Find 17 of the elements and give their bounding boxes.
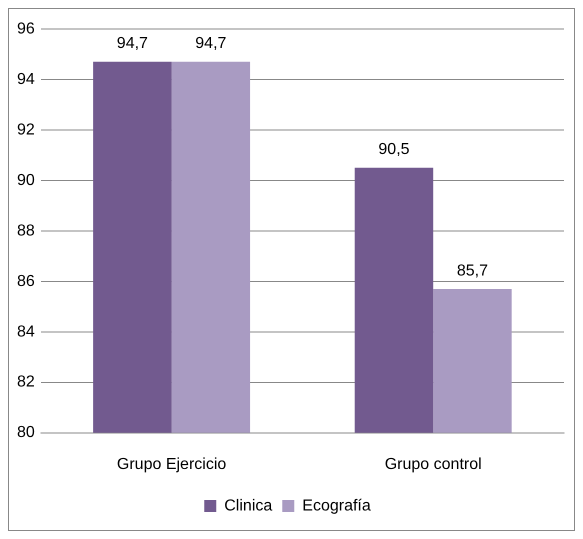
y-tick-label: 84: [17, 323, 35, 340]
y-tick-label: 80: [17, 424, 35, 442]
y-tick-label: 96: [17, 20, 35, 38]
legend-label: Clinica: [224, 497, 272, 514]
x-tick-label: Grupo control: [384, 456, 482, 473]
y-tick-label: 90: [17, 172, 35, 189]
x-tick-label: Grupo Ejercicio: [116, 456, 226, 473]
data-label: 85,7: [456, 262, 488, 280]
legend-label: Ecografía: [302, 497, 371, 514]
data-label: 90,5: [378, 141, 410, 158]
y-tick-label: 82: [17, 374, 35, 391]
y-tick-label: 92: [17, 121, 35, 138]
y-tick-label: 86: [17, 272, 35, 290]
data-label: 94,7: [116, 35, 148, 52]
data-label: 94,7: [195, 35, 227, 52]
y-tick-label: 88: [17, 222, 35, 240]
y-tick-label: 94: [17, 70, 35, 88]
